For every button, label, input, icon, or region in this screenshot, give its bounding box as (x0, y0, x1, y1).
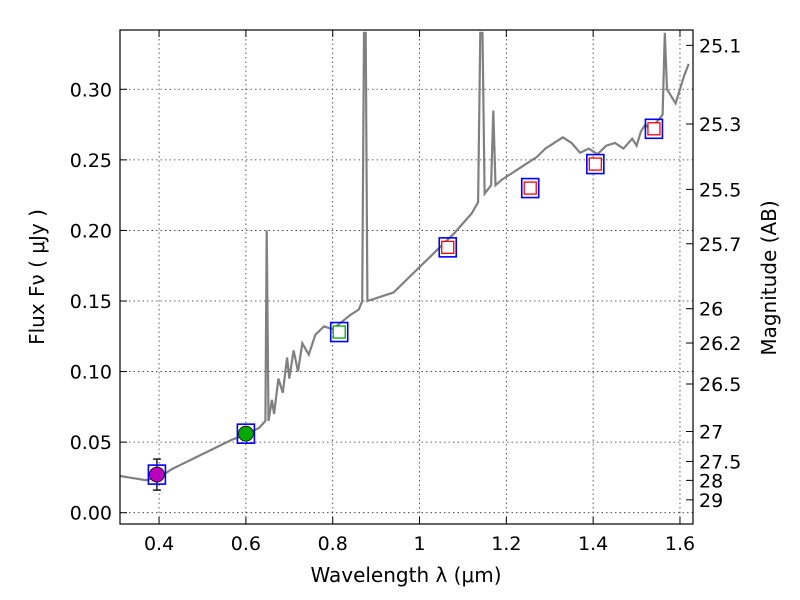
observed-box-marker (520, 177, 540, 199)
y-tick-label: 0.15 (70, 291, 112, 313)
photometry-circle-marker (148, 466, 165, 483)
plot-background (120, 30, 693, 524)
photometry-square-marker (647, 122, 661, 136)
y-tick-label: 0.25 (70, 150, 112, 172)
x-tick-label: 1.4 (578, 533, 608, 555)
magnitude-tick-label: 26 (699, 299, 723, 321)
magnitude-tick-label: 25.1 (699, 35, 741, 57)
magnitude-tick-label: 26.5 (699, 374, 741, 396)
x-tick-label: 0.4 (144, 533, 174, 555)
observed-box-marker (586, 153, 605, 175)
magnitude-tick-label: 29 (699, 490, 723, 512)
photometry-square-marker (588, 157, 602, 171)
photometry-circle-marker (237, 425, 254, 442)
photometry-point (329, 321, 349, 343)
observed-box-marker (147, 464, 167, 485)
x-tick-label: 1.2 (491, 533, 521, 555)
photometry-point (236, 423, 256, 444)
observed-box-marker (329, 321, 349, 343)
y-axis-label: Flux Fν ( μJy ) (25, 209, 49, 345)
photometry-square-marker (441, 240, 455, 255)
y-tick-label: 0.30 (70, 79, 112, 101)
photometry-layer (147, 118, 664, 491)
photometry-point (520, 177, 540, 199)
observed-box-marker (644, 118, 664, 140)
x-axis-label: Wavelength λ (μm) (310, 563, 501, 587)
y-tick-label: 0.10 (70, 362, 112, 384)
x-tick-label: 0.6 (231, 533, 261, 555)
magnitude-tick-label: 27.5 (699, 451, 741, 473)
observed-box-marker (236, 423, 256, 444)
y-tick-label: 0.00 (70, 503, 112, 525)
x-tick-label: 0.8 (318, 533, 348, 555)
x-tick-label: 1.6 (665, 533, 695, 555)
magnitude-tick-label: 25.3 (699, 114, 741, 136)
y-tick-label: 0.05 (70, 432, 112, 454)
magnitude-tick-label: 26.2 (699, 333, 741, 355)
photometry-point (438, 237, 458, 258)
photometry-square-marker (332, 325, 346, 339)
x-tick-label: 1 (413, 533, 425, 555)
photometry-point (147, 458, 167, 491)
magnitude-tick-label: 27 (699, 421, 723, 443)
photometry-square-marker (523, 181, 537, 195)
magnitude-tick-label: 25.5 (699, 179, 741, 201)
photometry-point (586, 153, 605, 175)
magnitude-tick-label: 25.7 (699, 234, 741, 256)
y-tick-label: 0.20 (70, 220, 112, 242)
y-axis-ticks: 0.00 0.05 0.10 0.15 0.20 0.25 0.30 (70, 79, 127, 525)
observed-box-marker (438, 237, 458, 258)
magnitude-axis-label: Magnitude (AB) (757, 200, 781, 355)
plot-frame (119, 29, 694, 525)
x-axis-ticks: 0.4 0.6 0.8 1 1.2 1.4 1.6 (144, 30, 695, 555)
magnitude-tick-label: 28 (699, 470, 723, 492)
photometry-point (644, 118, 664, 140)
